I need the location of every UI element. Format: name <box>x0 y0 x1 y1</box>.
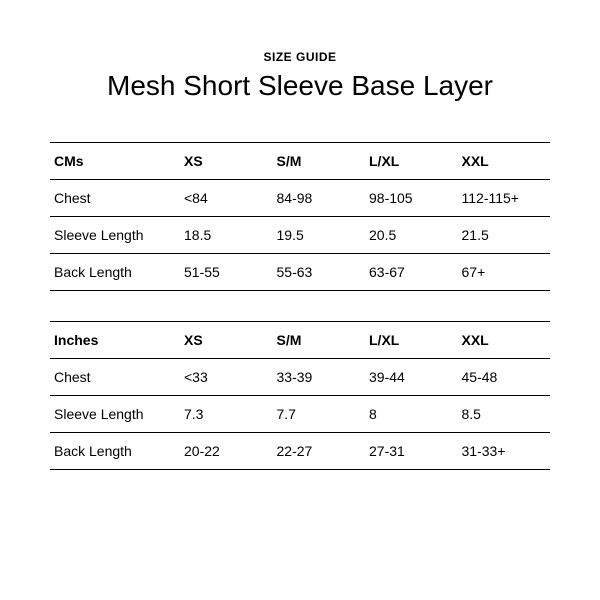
measure-value: 21.5 <box>458 217 551 254</box>
measure-value: 20-22 <box>180 433 273 470</box>
size-header: S/M <box>273 322 366 359</box>
measure-value: 8 <box>365 396 458 433</box>
size-guide-eyebrow: SIZE GUIDE <box>50 50 550 64</box>
measure-value: 45-48 <box>458 359 551 396</box>
measure-label: Sleeve Length <box>50 217 180 254</box>
measure-value: 112-115+ <box>458 180 551 217</box>
table-row: Back Length 51-55 55-63 63-67 67+ <box>50 254 550 291</box>
size-table-inches: Inches XS S/M L/XL XXL Chest <33 33-39 3… <box>50 321 550 470</box>
measure-value: 84-98 <box>273 180 366 217</box>
measure-value: 63-67 <box>365 254 458 291</box>
size-header: L/XL <box>365 143 458 180</box>
measure-label: Back Length <box>50 433 180 470</box>
measure-value: 7.7 <box>273 396 366 433</box>
measure-value: 31-33+ <box>458 433 551 470</box>
size-table-cms: CMs XS S/M L/XL XXL Chest <84 84-98 98-1… <box>50 142 550 291</box>
table-row: Sleeve Length 7.3 7.7 8 8.5 <box>50 396 550 433</box>
product-title: Mesh Short Sleeve Base Layer <box>50 70 550 102</box>
size-header: S/M <box>273 143 366 180</box>
table-row: Sleeve Length 18.5 19.5 20.5 21.5 <box>50 217 550 254</box>
size-header: L/XL <box>365 322 458 359</box>
measure-value: 67+ <box>458 254 551 291</box>
measure-value: 27-31 <box>365 433 458 470</box>
table-row: Back Length 20-22 22-27 27-31 31-33+ <box>50 433 550 470</box>
measure-value: 51-55 <box>180 254 273 291</box>
measure-value: 22-27 <box>273 433 366 470</box>
measure-label: Back Length <box>50 254 180 291</box>
measure-value: 98-105 <box>365 180 458 217</box>
measure-value: 18.5 <box>180 217 273 254</box>
size-header: XXL <box>458 143 551 180</box>
measure-label: Sleeve Length <box>50 396 180 433</box>
measure-value: 19.5 <box>273 217 366 254</box>
measure-value: 55-63 <box>273 254 366 291</box>
measure-label: Chest <box>50 359 180 396</box>
measure-value: 7.3 <box>180 396 273 433</box>
unit-label: Inches <box>50 322 180 359</box>
measure-value: <84 <box>180 180 273 217</box>
measure-value: <33 <box>180 359 273 396</box>
measure-value: 39-44 <box>365 359 458 396</box>
table-row: Chest <33 33-39 39-44 45-48 <box>50 359 550 396</box>
unit-label: CMs <box>50 143 180 180</box>
measure-value: 20.5 <box>365 217 458 254</box>
measure-value: 8.5 <box>458 396 551 433</box>
table-row: Chest <84 84-98 98-105 112-115+ <box>50 180 550 217</box>
measure-value: 33-39 <box>273 359 366 396</box>
measure-label: Chest <box>50 180 180 217</box>
size-header: XXL <box>458 322 551 359</box>
table-header-row: CMs XS S/M L/XL XXL <box>50 143 550 180</box>
table-header-row: Inches XS S/M L/XL XXL <box>50 322 550 359</box>
size-header: XS <box>180 143 273 180</box>
size-header: XS <box>180 322 273 359</box>
